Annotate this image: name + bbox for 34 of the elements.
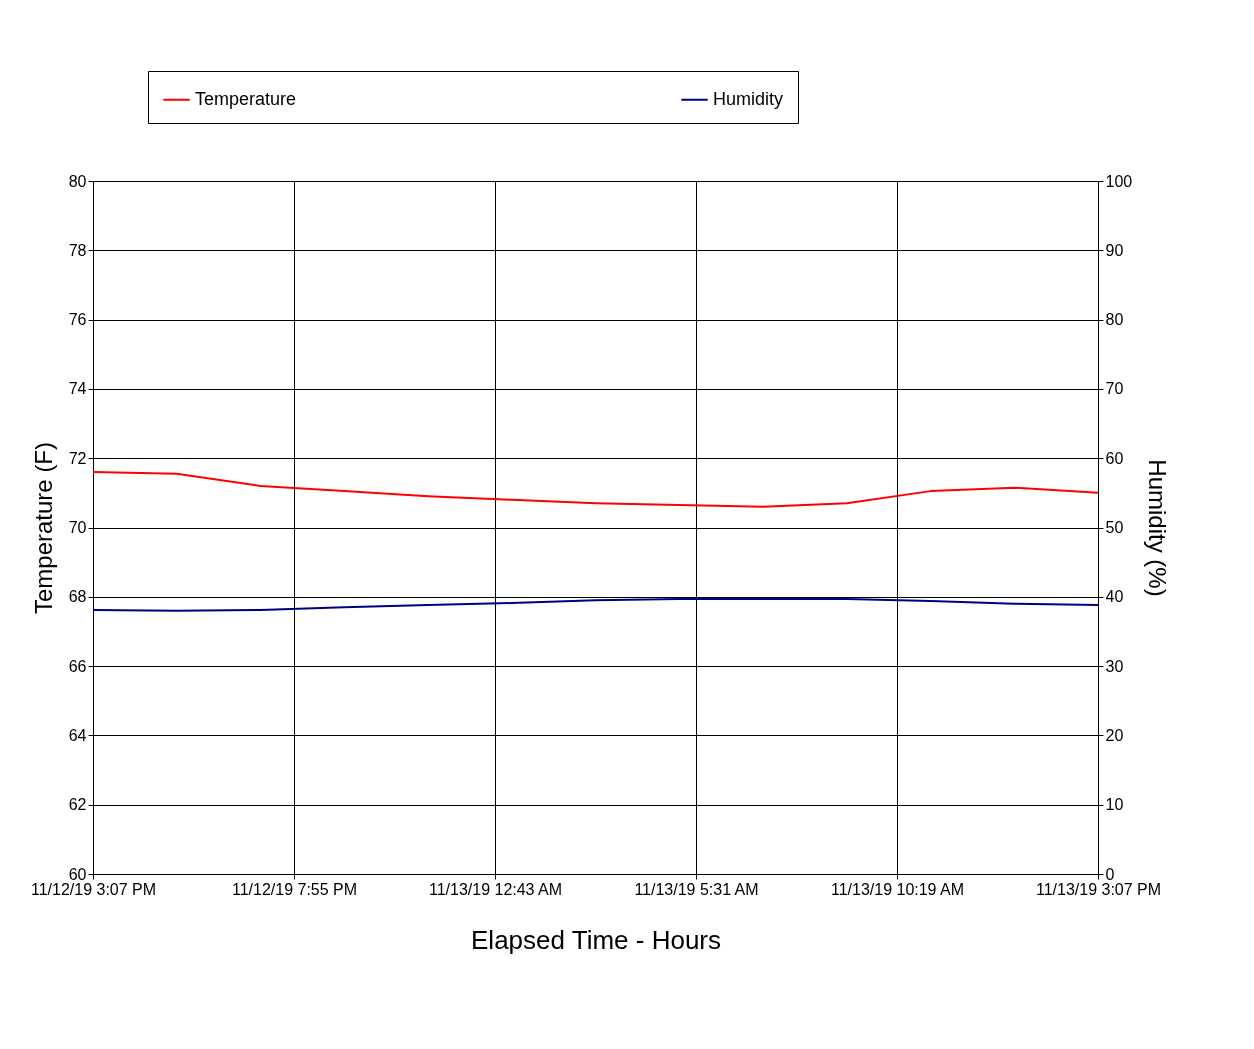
x-tick-label: 11/13/19 3:07 PM: [1035, 880, 1162, 898]
x-tick-label: 11/13/19 5:31 AM: [634, 880, 759, 898]
y-axis-title: Temperature (F): [29, 441, 57, 615]
y-tick-label: 72: [68, 449, 87, 467]
y-tick-label: 62: [68, 796, 87, 814]
y2-tick-label: 50: [1105, 519, 1124, 536]
y2-tick-label: 40: [1105, 588, 1124, 606]
y2-tick-label: 10: [1105, 796, 1124, 814]
y-tick-label: 78: [68, 241, 87, 259]
y-tick-label: 66: [68, 657, 87, 675]
x-tick-label: 11/12/19 3:07 PM: [30, 880, 157, 898]
legend-label: Temperature: [195, 88, 297, 109]
legend-label: Humidity: [713, 88, 784, 109]
y-tick-label: 80: [68, 172, 87, 190]
line-series: [92, 471, 1099, 508]
x-axis-title: Elapsed Time - Hours: [471, 924, 721, 955]
y2-tick-label: 70: [1105, 380, 1124, 398]
y2-tick-label: 100: [1105, 172, 1133, 190]
y2-tick-label: 60: [1105, 449, 1124, 467]
y2-tick-label: 90: [1105, 241, 1124, 259]
y2-tick-label: 80: [1105, 311, 1124, 329]
y-tick-label: 64: [68, 726, 87, 744]
x-tick-label: 11/12/19 7:55 PM: [231, 880, 358, 898]
y2-tick-label: 20: [1105, 726, 1124, 744]
x-tick-label: 11/13/19 12:43 AM: [428, 880, 563, 898]
y2-tick-label: 30: [1105, 657, 1124, 675]
x-tick-label: 11/13/19 10:19 AM: [830, 880, 965, 898]
y2-tick-label: 0: [1105, 865, 1115, 883]
y-tick-label: 60: [68, 865, 87, 883]
y-tick-label: 68: [68, 588, 87, 606]
y2-axis-title: Humidity (%): [1144, 459, 1172, 597]
y-tick-label: 74: [68, 380, 87, 398]
y-tick-label: 70: [68, 519, 87, 536]
y-tick-label: 76: [68, 311, 87, 329]
